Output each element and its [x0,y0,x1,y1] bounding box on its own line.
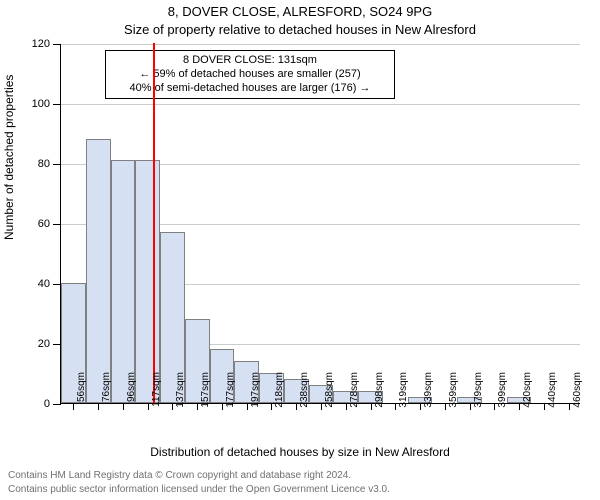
y-tick-label: 20 [0,338,50,350]
x-tick-label: 197sqm [250,372,261,412]
bar [135,160,160,403]
annotation-box: 8 DOVER CLOSE: 131sqm ← 59% of detached … [105,50,395,99]
x-tick-label: 218sqm [274,372,285,412]
x-tick-label: 460sqm [572,372,583,412]
x-tick [395,403,396,410]
x-tick [445,403,446,410]
chart-subtitle: Size of property relative to detached ho… [0,22,600,37]
x-tick-label: 319sqm [398,372,409,412]
x-axis-label: Distribution of detached houses by size … [0,445,600,459]
x-tick-label: 137sqm [175,372,186,412]
x-tick [148,403,149,410]
y-tick [53,224,61,225]
y-tick [53,104,61,105]
y-tick-label: 80 [0,158,50,170]
chart-container: 8, DOVER CLOSE, ALRESFORD, SO24 9PG Size… [0,0,600,500]
plot-area: 8 DOVER CLOSE: 131sqm ← 59% of detached … [60,44,580,404]
x-tick-label: 440sqm [547,372,558,412]
bar [111,160,136,403]
x-tick [494,403,495,410]
x-tick [98,403,99,410]
x-tick [73,403,74,410]
x-tick-label: 238sqm [299,372,310,412]
footer-line2: Contains public sector information licen… [8,484,390,495]
y-tick-label: 120 [0,38,50,50]
gridline [61,44,580,45]
x-tick [569,403,570,410]
x-tick-label: 339sqm [423,372,434,412]
gridline [61,104,580,105]
x-tick [519,403,520,410]
x-tick-label: 157sqm [200,372,211,412]
x-tick-label: 399sqm [497,372,508,412]
x-tick [222,403,223,410]
footer-line1: Contains HM Land Registry data © Crown c… [8,470,351,481]
y-tick [53,284,61,285]
x-tick [544,403,545,410]
x-tick-label: 298sqm [374,372,385,412]
y-tick [53,404,61,405]
x-tick-label: 96sqm [126,372,137,412]
x-tick-label: 177sqm [225,372,236,412]
x-tick [247,403,248,410]
x-tick-label: 117sqm [151,372,162,412]
x-tick [321,403,322,410]
x-tick [371,403,372,410]
y-tick-label: 60 [0,218,50,230]
y-tick-label: 40 [0,278,50,290]
x-tick [296,403,297,410]
x-tick-label: 379sqm [473,372,484,412]
x-tick [197,403,198,410]
reference-line [153,43,155,403]
y-tick [53,344,61,345]
x-tick [470,403,471,410]
y-tick-label: 0 [0,398,50,410]
x-tick-label: 76sqm [101,372,112,412]
x-tick [172,403,173,410]
x-tick-label: 56sqm [76,372,87,412]
x-tick-label: 420sqm [522,372,533,412]
y-tick [53,44,61,45]
bar [86,139,111,403]
x-tick-label: 258sqm [324,372,335,412]
x-tick [346,403,347,410]
x-tick [271,403,272,410]
x-tick-label: 278sqm [349,372,360,412]
chart-title: 8, DOVER CLOSE, ALRESFORD, SO24 9PG [0,4,600,19]
x-tick [123,403,124,410]
y-tick-label: 100 [0,98,50,110]
y-tick [53,164,61,165]
x-tick-label: 359sqm [448,372,459,412]
x-tick [420,403,421,410]
